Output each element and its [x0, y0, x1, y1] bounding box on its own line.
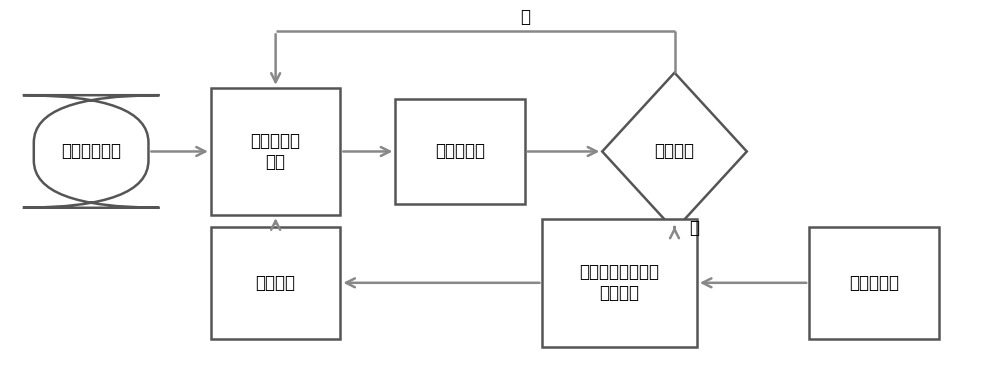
- Text: 下达巡检命令: 下达巡检命令: [61, 143, 121, 161]
- FancyBboxPatch shape: [23, 95, 159, 208]
- Text: 温差超限: 温差超限: [655, 143, 695, 161]
- Polygon shape: [602, 73, 747, 230]
- Text: 否: 否: [520, 8, 530, 26]
- Text: 记录温度值: 记录温度值: [435, 143, 485, 161]
- Bar: [542, 219, 697, 347]
- Text: 移动至缺陷开关柜
持续观测: 移动至缺陷开关柜 持续观测: [580, 263, 660, 302]
- Text: 按巡检命令
巡检: 按巡检命令 巡检: [251, 132, 301, 171]
- Text: 定位开关柜: 定位开关柜: [849, 274, 899, 292]
- Bar: [211, 88, 340, 215]
- Bar: [395, 99, 525, 204]
- Bar: [809, 226, 939, 339]
- Text: 是: 是: [689, 219, 699, 237]
- Text: 故障解除: 故障解除: [256, 274, 296, 292]
- Bar: [211, 226, 340, 339]
